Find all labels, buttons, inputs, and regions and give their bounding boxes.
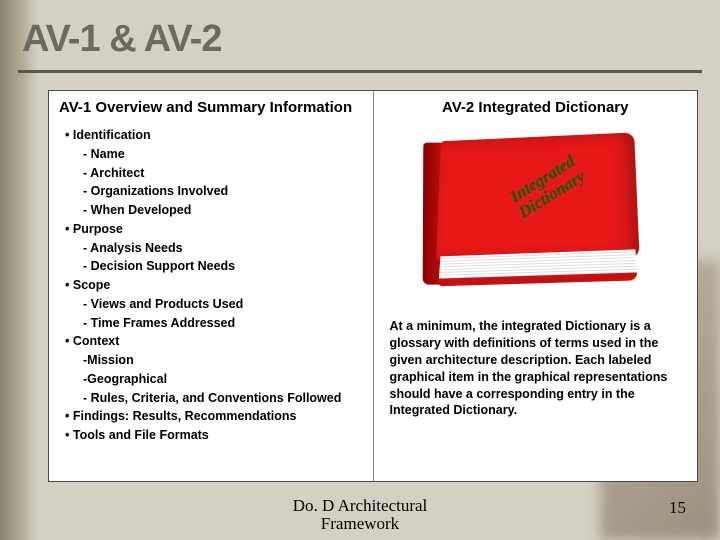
bullet-item: Findings: Results, Recommendations xyxy=(65,407,363,426)
bullet-item: Analysis Needs xyxy=(65,239,363,258)
av1-bullet-list: IdentificationNameArchitectOrganizations… xyxy=(59,126,363,445)
page-number: 15 xyxy=(669,498,686,518)
book-pages xyxy=(439,249,638,286)
footer-title: Do. D Architectural Framework xyxy=(293,497,428,534)
bullet-item: Time Frames Addressed xyxy=(65,314,363,333)
bullet-item: Identification xyxy=(65,126,363,145)
bullet-item: Rules, Criteria, and Conventions Followe… xyxy=(65,389,363,408)
content-container: AV-1 Overview and Summary Information Id… xyxy=(48,90,698,482)
av2-description: At a minimum, the integrated Dictionary … xyxy=(384,318,688,419)
title-underline xyxy=(18,70,702,73)
av1-panel: AV-1 Overview and Summary Information Id… xyxy=(49,91,374,481)
av2-panel: AV-2 Integrated Dictionary Integrated Di… xyxy=(374,91,698,481)
bullet-item: Organizations Involved xyxy=(65,182,363,201)
bullet-item: Mission xyxy=(65,351,363,370)
bullet-item: Name xyxy=(65,145,363,164)
bullet-item: Context xyxy=(65,332,363,351)
bullet-item: Purpose xyxy=(65,220,363,239)
bullet-item: Decision Support Needs xyxy=(65,257,363,276)
bullet-item: When Developed xyxy=(65,201,363,220)
bullet-item: Tools and File Formats xyxy=(65,426,363,445)
av1-title: AV-1 Overview and Summary Information xyxy=(59,99,363,116)
slide-title: AV-1 & AV-2 xyxy=(22,18,221,61)
bullet-item: Views and Products Used xyxy=(65,295,363,314)
av2-title: AV-2 Integrated Dictionary xyxy=(384,99,688,116)
bullet-item: Geographical xyxy=(65,370,363,389)
footer-line1: Do. D Architectural xyxy=(293,496,428,515)
footer-line2: Framework xyxy=(321,514,399,533)
book-illustration: Integrated Dictionary xyxy=(415,134,655,304)
bullet-item: Scope xyxy=(65,276,363,295)
bullet-item: Architect xyxy=(65,164,363,183)
